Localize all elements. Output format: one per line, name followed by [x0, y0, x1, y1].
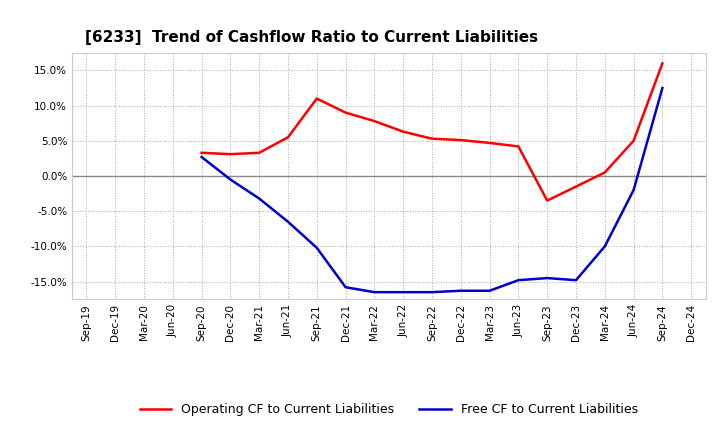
Free CF to Current Liabilities	[428, 290, 436, 295]
Operating CF to Current Liabilities	[600, 170, 609, 175]
Free CF to Current Liabilities	[600, 244, 609, 249]
Legend: Operating CF to Current Liabilities, Free CF to Current Liabilities: Operating CF to Current Liabilities, Fre…	[135, 398, 643, 421]
Free CF to Current Liabilities	[485, 288, 494, 293]
Operating CF to Current Liabilities	[284, 135, 292, 140]
Operating CF to Current Liabilities	[370, 118, 379, 124]
Line: Operating CF to Current Liabilities: Operating CF to Current Liabilities	[202, 63, 662, 201]
Line: Free CF to Current Liabilities: Free CF to Current Liabilities	[202, 88, 662, 292]
Free CF to Current Liabilities	[284, 219, 292, 224]
Operating CF to Current Liabilities	[629, 138, 638, 143]
Free CF to Current Liabilities	[312, 245, 321, 250]
Free CF to Current Liabilities	[197, 154, 206, 160]
Operating CF to Current Liabilities	[514, 144, 523, 149]
Operating CF to Current Liabilities	[543, 198, 552, 203]
Free CF to Current Liabilities	[399, 290, 408, 295]
Operating CF to Current Liabilities	[485, 140, 494, 146]
Free CF to Current Liabilities	[456, 288, 465, 293]
Free CF to Current Liabilities	[572, 278, 580, 283]
Free CF to Current Liabilities	[341, 285, 350, 290]
Free CF to Current Liabilities	[629, 187, 638, 193]
Operating CF to Current Liabilities	[341, 110, 350, 115]
Operating CF to Current Liabilities	[226, 151, 235, 157]
Free CF to Current Liabilities	[370, 290, 379, 295]
Operating CF to Current Liabilities	[399, 129, 408, 134]
Free CF to Current Liabilities	[255, 196, 264, 201]
Operating CF to Current Liabilities	[572, 184, 580, 189]
Free CF to Current Liabilities	[543, 275, 552, 281]
Free CF to Current Liabilities	[514, 278, 523, 283]
Text: [6233]  Trend of Cashflow Ratio to Current Liabilities: [6233] Trend of Cashflow Ratio to Curren…	[85, 29, 538, 45]
Operating CF to Current Liabilities	[197, 150, 206, 155]
Free CF to Current Liabilities	[226, 177, 235, 182]
Operating CF to Current Liabilities	[312, 96, 321, 101]
Operating CF to Current Liabilities	[255, 150, 264, 155]
Operating CF to Current Liabilities	[658, 61, 667, 66]
Operating CF to Current Liabilities	[428, 136, 436, 141]
Operating CF to Current Liabilities	[456, 137, 465, 143]
Free CF to Current Liabilities	[658, 85, 667, 91]
